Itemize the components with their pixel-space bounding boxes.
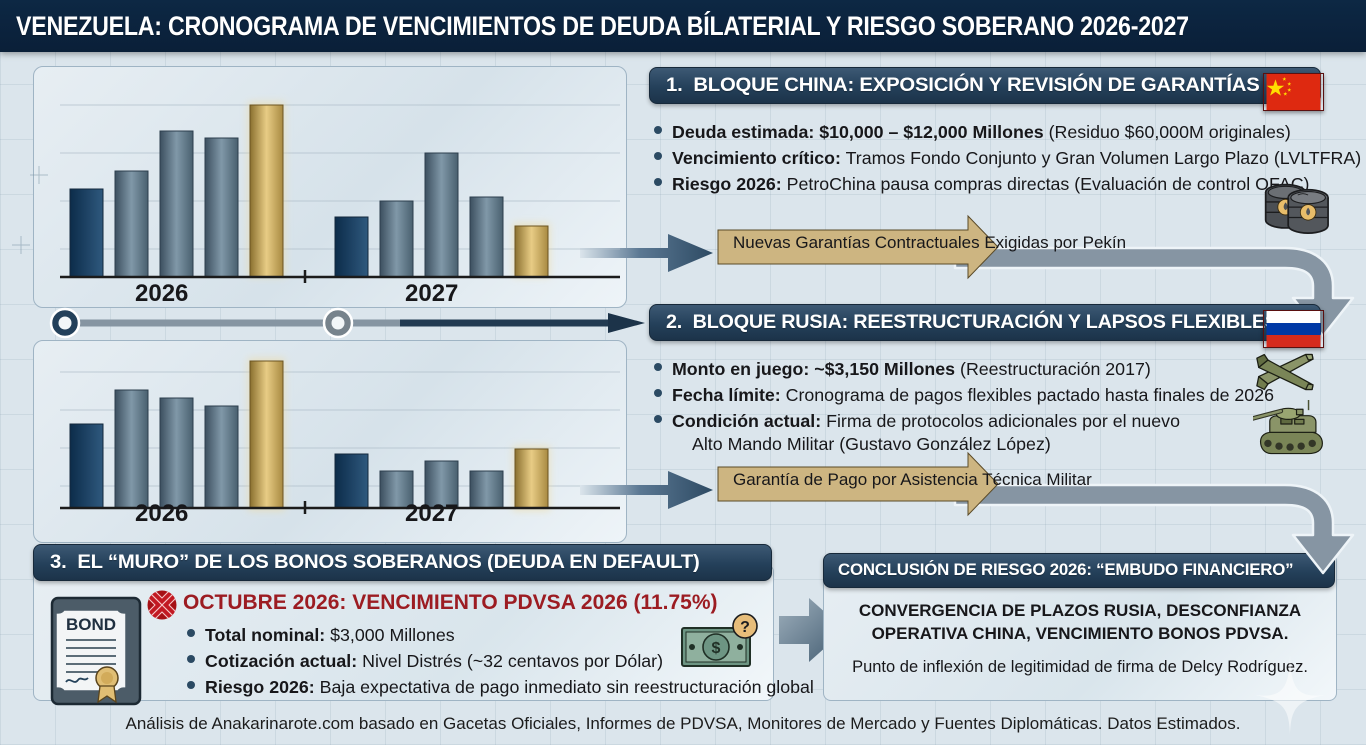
svg-text:BOND: BOND xyxy=(66,615,116,634)
svg-text:?: ? xyxy=(740,619,750,636)
svg-text:$: $ xyxy=(712,640,721,657)
